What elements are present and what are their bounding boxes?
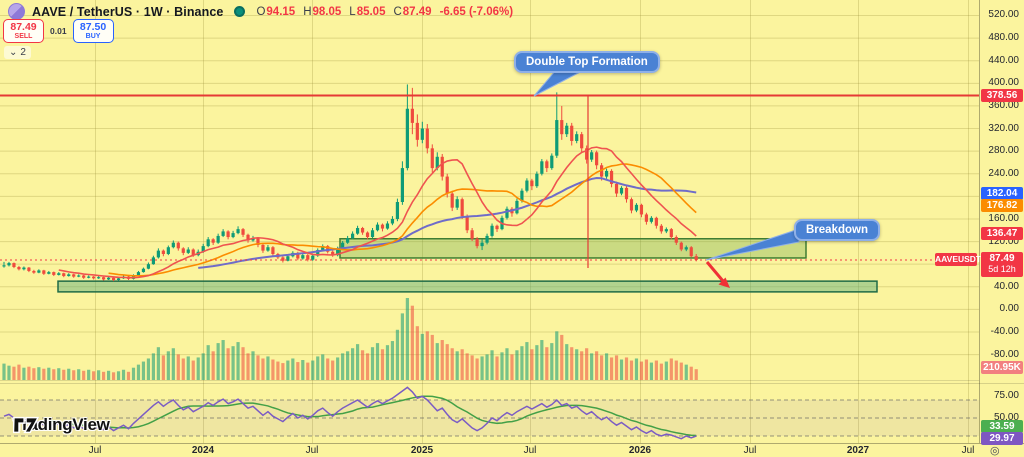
price-axis-label: 320.00 <box>988 122 1019 134</box>
price-axis-label: -40.00 <box>990 326 1019 337</box>
time-axis-label: Jul <box>523 445 537 456</box>
price-axis-label: 360.00 <box>988 99 1019 111</box>
time-axis-label: 2027 <box>846 445 870 456</box>
ohlc-close: C87.49 <box>393 5 432 18</box>
price-axis-label: 280.00 <box>988 145 1019 157</box>
oscillator-axis-label: 50.00 <box>993 412 1019 423</box>
volume-badge: 210.95K <box>981 360 1023 374</box>
time-axis-label: Jul <box>88 445 102 456</box>
time-axis-label: 2026 <box>628 445 652 456</box>
market-status-icon[interactable] <box>234 6 246 17</box>
grid <box>0 0 979 443</box>
rsi-smoothing-line <box>48 395 697 437</box>
buy-button[interactable]: 87.50 BUY <box>72 19 114 43</box>
symbol-title[interactable]: AAVE / TetherUS · 1W · Binance <box>32 4 224 19</box>
price-axis-label: 40.00 <box>993 280 1019 292</box>
object-count: 2 <box>20 47 26 58</box>
sell-button[interactable]: 87.49 SELL <box>3 19 44 43</box>
double-top-callout[interactable]: Double Top Formation <box>514 51 660 73</box>
price-axis-label: 120.00 <box>988 235 1019 247</box>
ma-slow-badge: 182.04 <box>981 186 1023 200</box>
price-axis-label: 240.00 <box>988 167 1019 179</box>
tradingview-watermark[interactable]: TradingView <box>13 415 110 435</box>
time-axis-label: 2024 <box>191 445 215 456</box>
breakdown-arrow-head <box>718 277 730 288</box>
price-axis-label: 160.00 <box>988 212 1019 224</box>
ohlc-high: H98.05 <box>303 5 342 18</box>
time-axis-label: Jul <box>961 445 975 456</box>
rsi-line <box>3 386 697 440</box>
sell-price: 87.49 <box>10 20 37 33</box>
ohlc-values: O94.15 H98.05 L85.05 C87.49 -6.65 (-7.06… <box>256 6 513 18</box>
change-value: -6.65 (-7.06%) <box>439 5 514 18</box>
object-tree-toggle[interactable]: ⌄ 2 <box>4 46 31 59</box>
ma-mid-line <box>108 163 697 277</box>
candle-series <box>2 84 698 282</box>
tradingview-logo-icon <box>13 416 39 434</box>
ma-slow-line <box>198 177 697 269</box>
rsi-badge: 29.97 <box>981 431 1023 445</box>
price-line-symbol-label: AAVEUSDT <box>935 253 982 266</box>
price-axis-label: -80.00 <box>990 348 1019 360</box>
symbol-logo-icon[interactable] <box>8 3 25 20</box>
time-axis-label: Jul <box>743 445 757 456</box>
rsi-ma-badge: 33.59 <box>981 419 1023 433</box>
support-zone[interactable] <box>339 238 807 259</box>
ma-mid-badge: 176.82 <box>981 198 1023 212</box>
price-axis-label: 480.00 <box>988 32 1019 44</box>
ohlc-low: L85.05 <box>349 5 386 18</box>
chevron-down-icon: ⌄ <box>9 47 18 58</box>
resistance-price-badge: 378.56 <box>981 88 1023 102</box>
volume-series <box>2 298 698 380</box>
price-axis[interactable]: 520.00 480.00 440.00 400.00 360.00 320.00 280.… <box>980 0 1024 445</box>
price-axis-label: 400.00 <box>988 77 1019 89</box>
ma-fast-badge: 136.47 <box>981 226 1023 240</box>
breakdown-callout[interactable]: Breakdown <box>794 219 880 241</box>
ohlc-open: O94.15 <box>256 5 296 18</box>
buy-price: 87.50 <box>79 20 107 33</box>
go-to-realtime-icon[interactable]: ◎ <box>990 445 1000 457</box>
last-price-badge: 87.49 5d 12h <box>981 251 1023 277</box>
buy-sell-widget: 87.49 SELL 0.01 87.50 BUY <box>3 19 114 43</box>
time-axis-label: 2025 <box>410 445 434 456</box>
symbol-header: AAVE / TetherUS · 1W · Binance O94.15 H9… <box>8 3 513 20</box>
support-zone[interactable] <box>57 280 878 293</box>
oscillator-axis-label: 75.00 <box>993 389 1019 401</box>
rsi-band <box>0 400 979 436</box>
time-axis[interactable]: ◎ Jul 2024 Jul 2025 Jul 2026 Jul 2027 Jul <box>0 443 1024 457</box>
price-axis-label: 0.00 <box>999 303 1019 315</box>
ma-fast-line <box>58 146 697 279</box>
time-axis-label: Jul <box>305 445 319 456</box>
price-axis-label: 520.00 <box>988 9 1019 21</box>
breakdown-arrow[interactable] <box>705 261 725 282</box>
spread-value: 0.01 <box>50 26 67 36</box>
price-axis-label: 440.00 <box>988 54 1019 66</box>
